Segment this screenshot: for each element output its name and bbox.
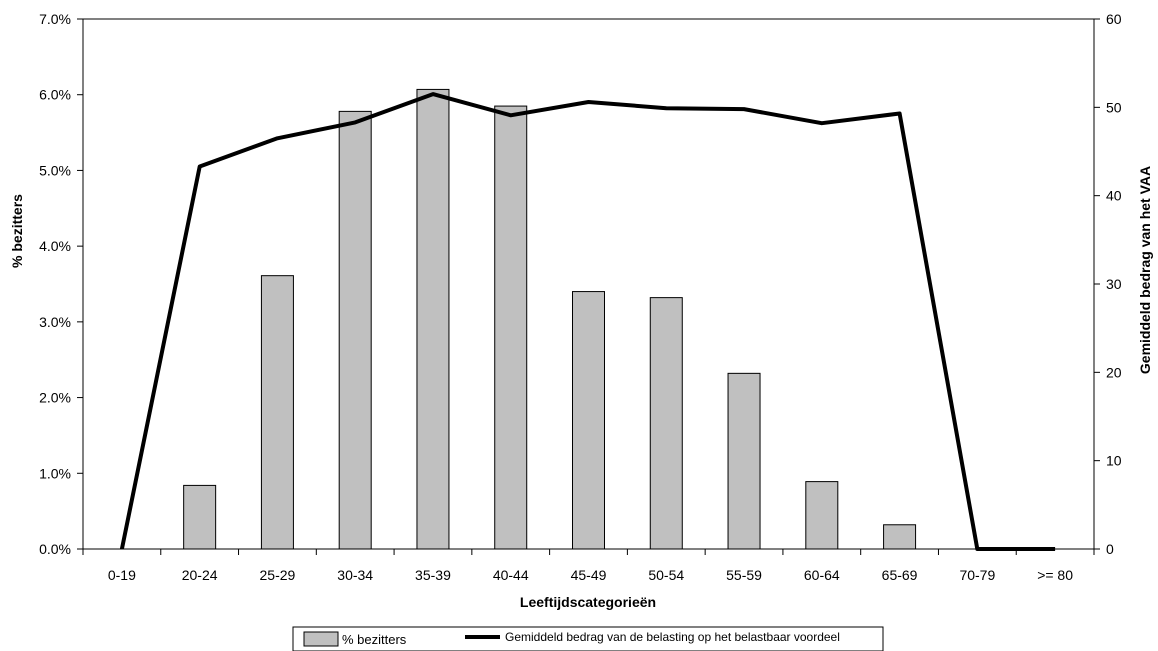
bar-35-39 xyxy=(416,88,450,550)
x-tick-label: 30-34 xyxy=(337,567,373,583)
left-tick-label: 2.0% xyxy=(39,390,71,406)
x-tick-label: 60-64 xyxy=(804,567,840,583)
x-tick-label: 55-59 xyxy=(726,567,762,583)
x-tick-label: 40-44 xyxy=(493,567,529,583)
x-tick-label: 45-49 xyxy=(571,567,607,583)
x-tick-label: 50-54 xyxy=(648,567,684,583)
bar-25-29 xyxy=(260,275,294,550)
legend-box xyxy=(292,626,884,651)
bar-55-59 xyxy=(727,372,761,550)
right-tick-label: 0 xyxy=(1106,541,1114,557)
left-tick-label: 7.0% xyxy=(39,11,71,27)
bar-45-49 xyxy=(572,291,605,550)
right-tick-label: 50 xyxy=(1106,99,1122,115)
bar-30-34 xyxy=(338,110,372,550)
right-tick-label: 40 xyxy=(1106,188,1122,204)
line-series xyxy=(119,92,1056,551)
y-axis-title: % bezitters xyxy=(9,194,25,268)
x-tick-label: 65-69 xyxy=(882,567,918,583)
legend-swatch-bars xyxy=(303,631,339,647)
legend-label-line: Gemiddeld bedrag van de belasting op het… xyxy=(505,630,840,644)
bar-65-69 xyxy=(883,524,917,550)
legend: % bezitters Gemiddeld bedrag van de bela… xyxy=(292,626,884,651)
x-tick-label: 35-39 xyxy=(415,567,451,583)
left-y-axis: 0.0% 1.0% 2.0% 3.0% 4.0% 5.0% 6.0% 7.0% xyxy=(39,11,83,557)
x-axis: 0-19 20-24 25-29 30-34 35-39 40-44 45-49 50-54 5… xyxy=(82,549,1095,583)
x-axis-title: Leeftijdscategorieën xyxy=(520,594,656,610)
bar-50-54 xyxy=(649,297,683,550)
x-tick-label: 70-79 xyxy=(959,567,995,583)
x-tick-label: 20-24 xyxy=(182,567,218,583)
left-tick-label: 5.0% xyxy=(39,162,71,178)
left-tick-label: 6.0% xyxy=(39,87,71,103)
bar-40-44 xyxy=(494,105,528,550)
bar-20-24 xyxy=(183,484,217,550)
x-tick-label: >= 80 xyxy=(1037,567,1073,583)
x-tick-label: 25-29 xyxy=(260,567,296,583)
x-tick-label: 0-19 xyxy=(108,567,136,583)
right-tick-label: 20 xyxy=(1106,364,1122,380)
left-tick-label: 0.0% xyxy=(39,541,71,557)
left-tick-label: 1.0% xyxy=(39,465,71,481)
legend-label-bars: % bezitters xyxy=(342,632,407,647)
y2-axis-title: Gemiddeld bedrag van het VAA xyxy=(1137,166,1153,374)
left-tick-label: 3.0% xyxy=(39,314,71,330)
right-tick-label: 60 xyxy=(1106,11,1122,27)
bar-60-64 xyxy=(805,481,839,550)
left-tick-label: 4.0% xyxy=(39,238,71,254)
right-tick-label: 30 xyxy=(1106,276,1122,292)
bar-series xyxy=(183,88,917,550)
right-y-axis: 0 10 20 30 40 50 60 xyxy=(1094,11,1122,557)
right-tick-label: 10 xyxy=(1106,453,1122,469)
